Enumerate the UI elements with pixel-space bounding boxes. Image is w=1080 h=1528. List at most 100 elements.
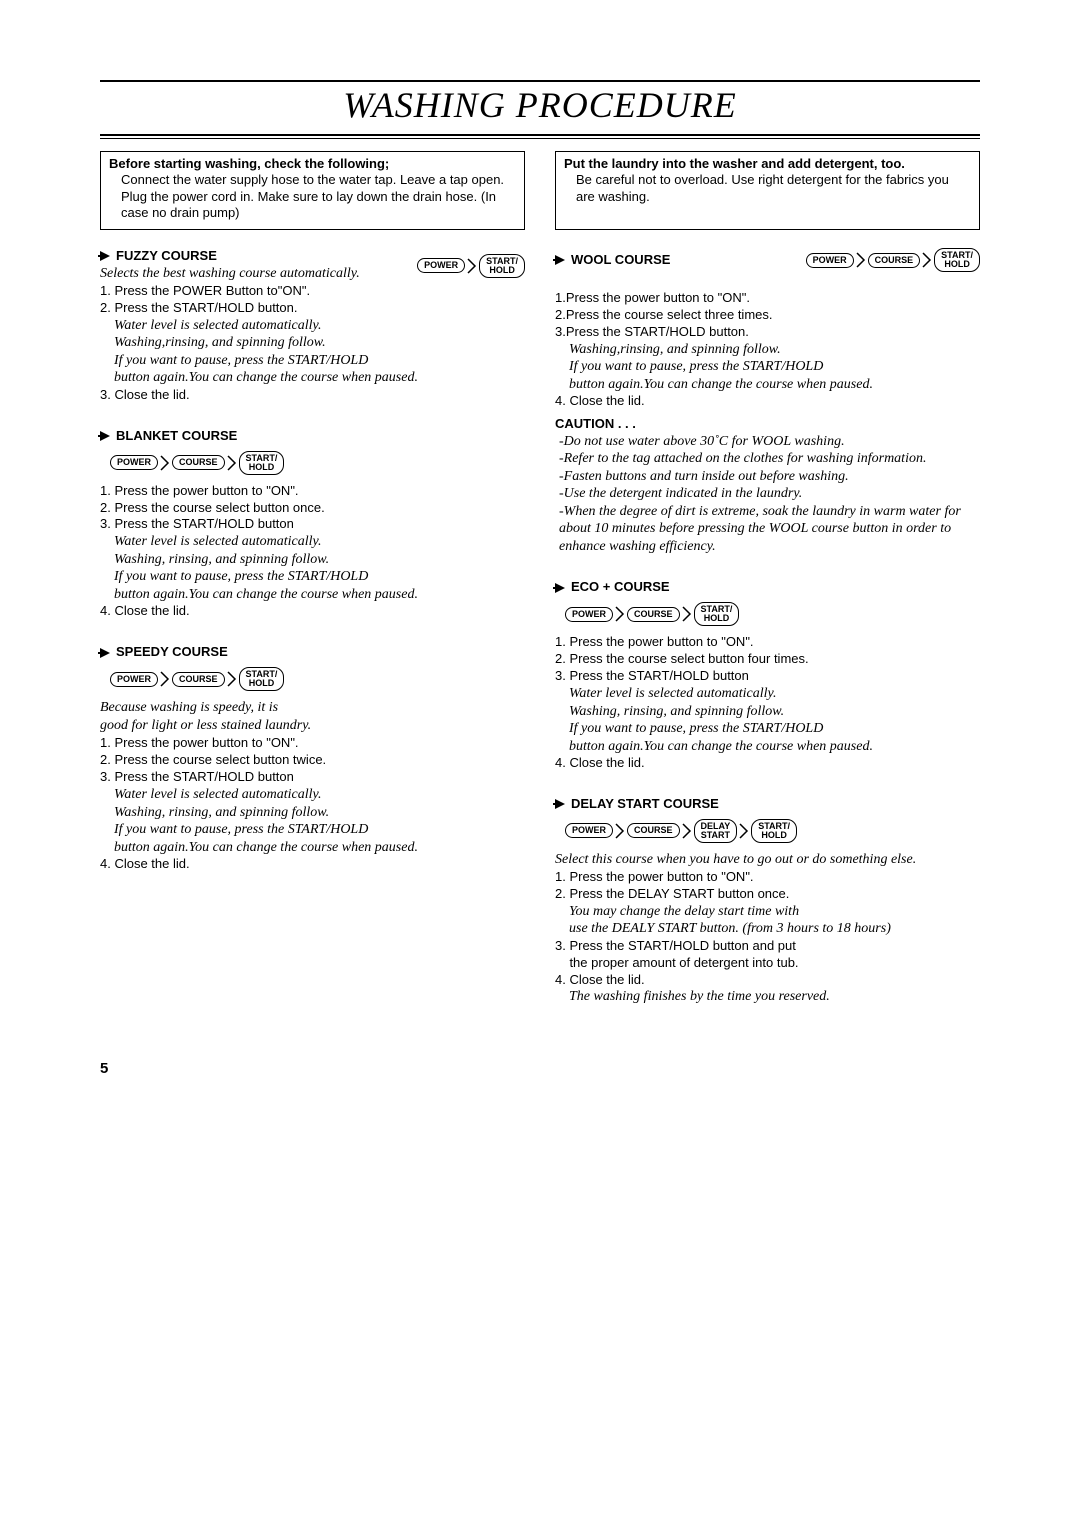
eco-course: ECO + COURSE POWER COURSE START/HOLD 1. …: [555, 579, 980, 771]
fuzzy-note-2: Washing,rinsing, and spinning follow.: [100, 334, 525, 352]
eco-note-3: If you want to pause, press the START/HO…: [555, 720, 980, 738]
chevron-icon: [615, 823, 625, 839]
arrow-icon: [555, 255, 565, 265]
blanket-note-4: button again.You can change the course w…: [100, 586, 525, 604]
speedy-note-4: button again.You can change the course w…: [100, 839, 525, 857]
power-pill: POWER: [565, 607, 613, 622]
power-pill: POWER: [417, 258, 465, 273]
caution-title: CAUTION . . .: [555, 416, 980, 433]
course-pill: COURSE: [172, 455, 225, 470]
wool-step-3: 3.Press the START/HOLD button.: [555, 324, 980, 341]
eco-note-1: Water level is selected automatically.: [555, 685, 980, 703]
fuzzy-chain: POWER START/HOLD: [417, 254, 525, 278]
wool-note-1: Washing,rinsing, and spinning follow.: [555, 341, 980, 359]
start-hold-pill: START/HOLD: [934, 248, 980, 272]
blanket-step-2: 2. Press the course select button once.: [100, 500, 525, 517]
start-hold-pill: START/HOLD: [751, 819, 797, 843]
wool-note-2: If you want to pause, press the START/HO…: [555, 358, 980, 376]
page-number: 5: [100, 1060, 980, 1077]
wool-step-4: 4. Close the lid.: [555, 393, 980, 410]
fuzzy-subtitle: Selects the best washing course automati…: [100, 265, 407, 283]
power-pill: POWER: [565, 823, 613, 838]
fuzzy-step-2: 2. Press the START/HOLD button.: [100, 300, 525, 317]
delay-course: DELAY START COURSE POWER COURSE DELAYSTA…: [555, 796, 980, 1006]
intro-right-body: Be careful not to overload. Use right de…: [564, 172, 971, 205]
power-pill: POWER: [110, 672, 158, 687]
wool-step-1: 1.Press the power button to "ON".: [555, 290, 980, 307]
delay-step-2: 2. Press the DELAY START button once.: [555, 886, 980, 903]
eco-step-2: 2. Press the course select button four t…: [555, 651, 980, 668]
course-pill: COURSE: [627, 607, 680, 622]
delay-start-pill: DELAYSTART: [694, 819, 738, 843]
eco-note-4: button again.You can change the course w…: [555, 738, 980, 756]
arrow-icon: [100, 251, 110, 261]
arrow-icon: [555, 583, 565, 593]
delay-chain: POWER COURSE DELAYSTART START/HOLD: [565, 819, 980, 843]
caution-5: -When the degree of dirt is extreme, soa…: [555, 503, 980, 556]
blanket-step-4: 4. Close the lid.: [100, 603, 525, 620]
fuzzy-note-3: If you want to pause, press the START/HO…: [100, 352, 525, 370]
blanket-note-3: If you want to pause, press the START/HO…: [100, 568, 525, 586]
intro-box-right: Put the laundry into the washer and add …: [555, 151, 980, 230]
power-pill: POWER: [110, 455, 158, 470]
chevron-icon: [922, 252, 932, 268]
course-pill: COURSE: [627, 823, 680, 838]
fuzzy-step-1: 1. Press the POWER Button to"ON".: [100, 283, 525, 300]
delay-step-3: 3. Press the START/HOLD button and put: [555, 938, 980, 955]
blanket-title: BLANKET COURSE: [116, 428, 237, 445]
speedy-sub-2: good for light or less stained laundry.: [100, 717, 525, 735]
speedy-title: SPEEDY COURSE: [116, 644, 228, 661]
intro-left-body: Connect the water supply hose to the wat…: [109, 172, 516, 221]
speedy-step-2: 2. Press the course select button twice.: [100, 752, 525, 769]
caution-4: -Use the detergent indicated in the laun…: [555, 485, 980, 503]
speedy-step-4: 4. Close the lid.: [100, 856, 525, 873]
right-column: WOOL COURSE POWER COURSE START/HOLD 1.Pr…: [555, 248, 980, 1030]
page-title: WASHING PROCEDURE: [100, 84, 980, 126]
eco-note-2: Washing, rinsing, and spinning follow.: [555, 703, 980, 721]
chevron-icon: [227, 455, 237, 471]
delay-sub: Select this course when you have to go o…: [555, 851, 980, 869]
wool-chain: POWER COURSE START/HOLD: [806, 248, 980, 272]
speedy-note-1: Water level is selected automatically.: [100, 786, 525, 804]
chevron-icon: [856, 252, 866, 268]
intro-box-left: Before starting washing, check the follo…: [100, 151, 525, 230]
speedy-chain: POWER COURSE START/HOLD: [110, 667, 525, 691]
fuzzy-title: FUZZY COURSE: [116, 248, 217, 265]
arrow-icon: [555, 799, 565, 809]
start-hold-pill: START/HOLD: [479, 254, 525, 278]
caution-1: -Do not use water above 30˚C for WOOL wa…: [555, 433, 980, 451]
blanket-note-2: Washing, rinsing, and spinning follow.: [100, 551, 525, 569]
delay-step-4: 4. Close the lid.: [555, 972, 980, 989]
wool-course: WOOL COURSE POWER COURSE START/HOLD 1.Pr…: [555, 248, 980, 555]
speedy-sub-1: Because washing is speedy, it is: [100, 699, 525, 717]
rule-mid1: [100, 134, 980, 136]
blanket-course: BLANKET COURSE POWER COURSE START/HOLD 1…: [100, 428, 525, 620]
speedy-step-3: 3. Press the START/HOLD button: [100, 769, 525, 786]
eco-step-3: 3. Press the START/HOLD button: [555, 668, 980, 685]
blanket-chain: POWER COURSE START/HOLD: [110, 451, 525, 475]
wool-title: WOOL COURSE: [571, 252, 670, 269]
wool-step-2: 2.Press the course select three times.: [555, 307, 980, 324]
speedy-course: SPEEDY COURSE POWER COURSE START/HOLD Be…: [100, 644, 525, 873]
wool-note-3: button again.You can change the course w…: [555, 376, 980, 394]
arrow-icon: [100, 648, 110, 658]
intro-right-title: Put the laundry into the washer and add …: [564, 156, 971, 172]
delay-step-3b: the proper amount of detergent into tub.: [555, 955, 980, 972]
delay-note-1: You may change the delay start time with: [555, 903, 980, 921]
blanket-note-1: Water level is selected automatically.: [100, 533, 525, 551]
eco-step-1: 1. Press the power button to "ON".: [555, 634, 980, 651]
fuzzy-course: FUZZY COURSE Selects the best washing co…: [100, 248, 525, 404]
speedy-note-2: Washing, rinsing, and spinning follow.: [100, 804, 525, 822]
course-pill: COURSE: [172, 672, 225, 687]
start-hold-pill: START/HOLD: [239, 667, 285, 691]
fuzzy-note-4: button again.You can change the course w…: [100, 369, 525, 387]
delay-note-2: use the DEALY START button. (from 3 hour…: [555, 920, 980, 938]
caution-3: -Fasten buttons and turn inside out befo…: [555, 468, 980, 486]
arrow-icon: [100, 431, 110, 441]
intro-left-title: Before starting washing, check the follo…: [109, 156, 516, 172]
start-hold-pill: START/HOLD: [694, 602, 740, 626]
start-hold-pill: START/HOLD: [239, 451, 285, 475]
eco-step-4: 4. Close the lid.: [555, 755, 980, 772]
chevron-icon: [739, 823, 749, 839]
speedy-step-1: 1. Press the power button to "ON".: [100, 735, 525, 752]
